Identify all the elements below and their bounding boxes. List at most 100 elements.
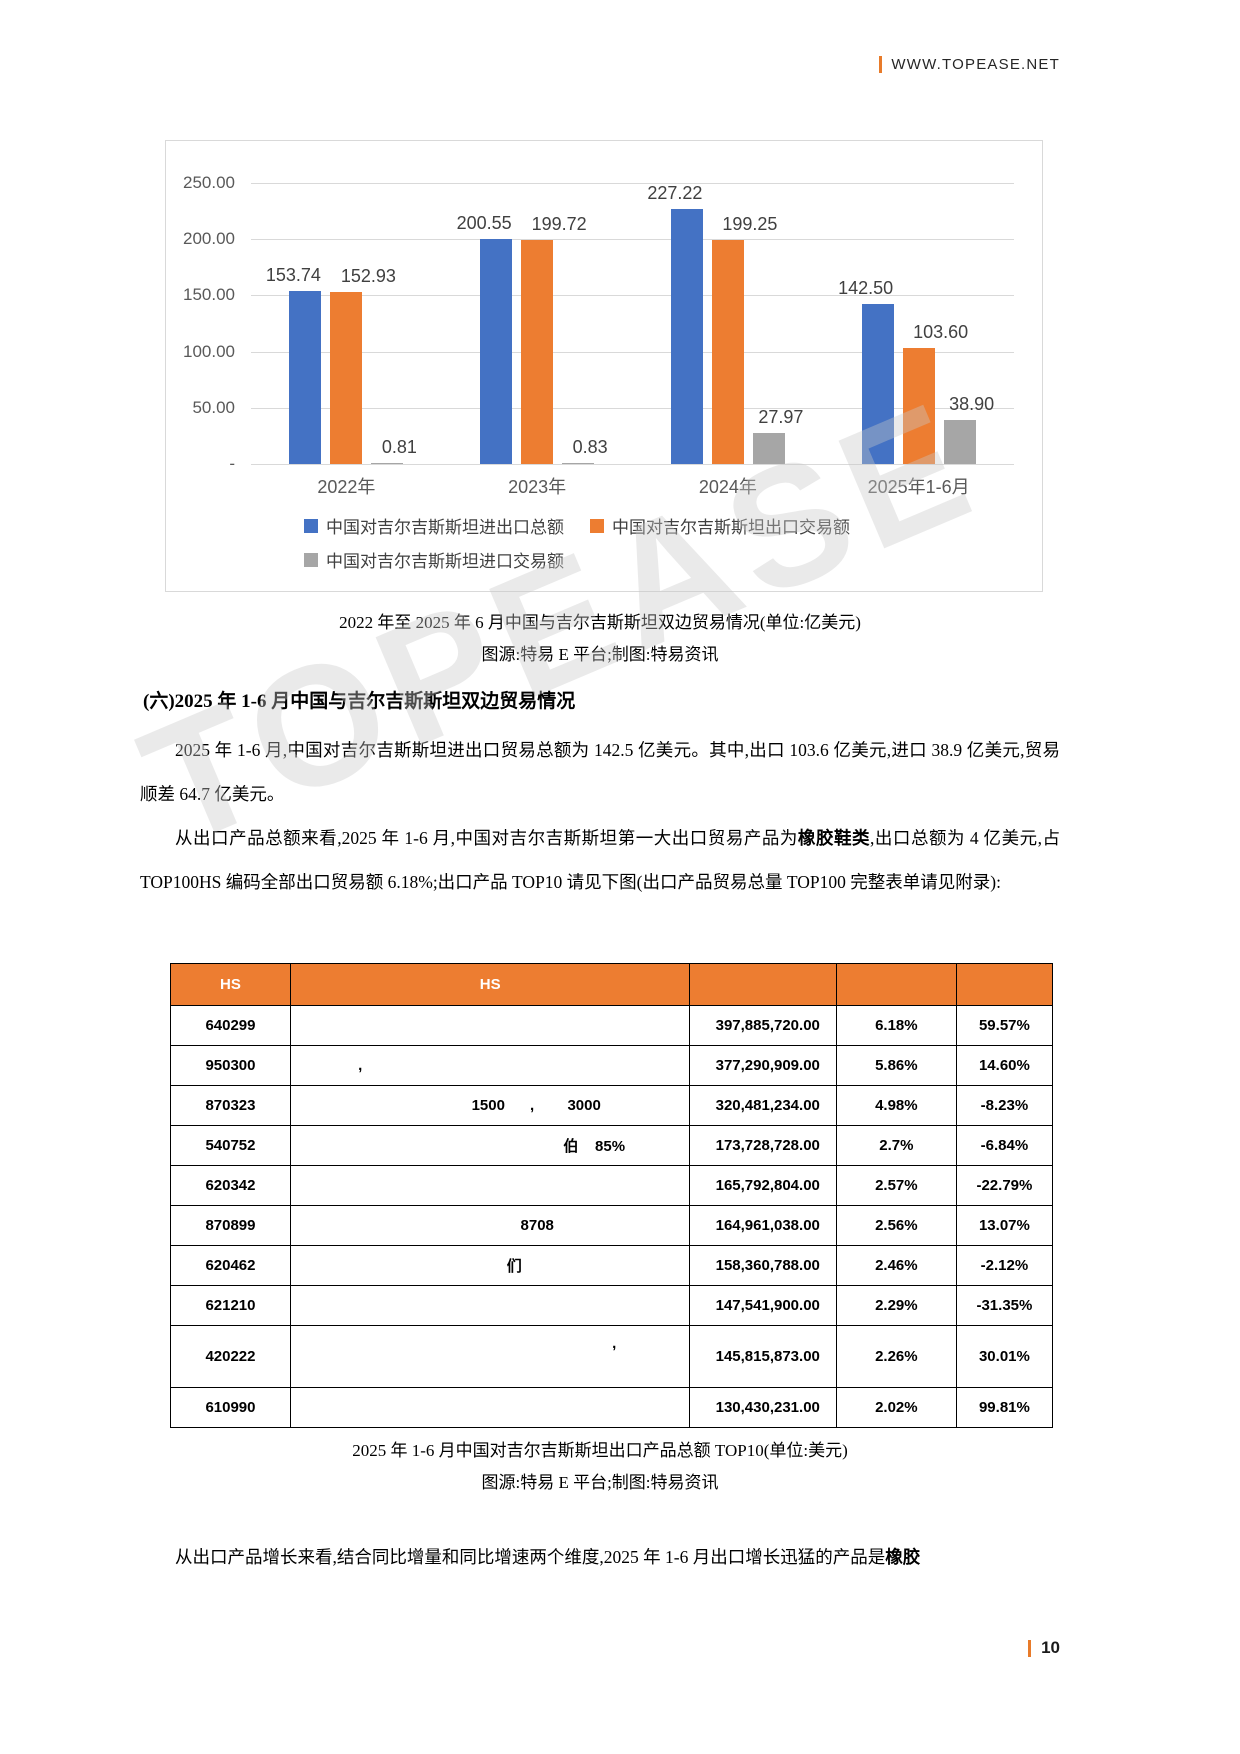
y-tick-label: -: [229, 454, 235, 473]
site-url: WWW.TOPEASE.NET: [891, 56, 1060, 73]
amount: 147,541,900.00: [689, 1285, 837, 1326]
bar-value-label: 227.22: [647, 183, 703, 203]
table-row: 950300 , 377,290,909.00 5.86% 14.60%: [170, 1045, 1054, 1086]
page-number: 10: [1041, 1638, 1060, 1657]
amount: 320,481,234.00: [689, 1085, 837, 1126]
col-header-amount: [689, 963, 837, 1006]
bar-slot: 0.83: [562, 183, 608, 464]
table-caption-source: 图源:特易 E 平台;制图:特易资讯: [481, 1473, 719, 1492]
footer-accent-bar: [1028, 1639, 1032, 1657]
amount: 130,430,231.00: [689, 1387, 837, 1428]
paragraph-1: 2025 年 1-6 月,中国对吉尔吉斯斯坦进出口贸易总额为 142.5 亿美元…: [140, 728, 1060, 816]
paragraph-2-text-after: ,出口总额为 4 亿美元,占 TOP100HS 编码全部出口贸易额 6.18%;…: [140, 828, 1061, 892]
share: 2.56%: [835, 1205, 957, 1246]
section-heading: (六)2025 年 1-6 月中国与吉尔吉斯斯坦双边贸易情况: [143, 691, 576, 712]
amount: 173,728,728.00: [689, 1125, 837, 1166]
legend-label: 中国对吉尔吉斯斯坦进出口总额: [326, 518, 564, 537]
bar-slot: 38.90: [943, 183, 994, 464]
share: 4.98%: [835, 1085, 957, 1126]
bar: [670, 209, 703, 464]
hs-code: 870323: [170, 1085, 291, 1126]
hs-code: 950300: [170, 1045, 291, 1086]
legend-label: 中国对吉尔吉斯斯坦进口交易额: [326, 552, 564, 571]
bar-slot: 103.60: [902, 183, 968, 464]
legend-item: 中国对吉尔吉斯斯坦进出口总额: [304, 513, 564, 538]
bar-slot: 200.55: [457, 183, 513, 464]
paragraph-2-text: 从出口产品总额来看,2025 年 1-6 月,中国对吉尔吉斯斯坦第一大出口贸易产…: [175, 828, 798, 848]
hs-code: 540752: [170, 1125, 291, 1166]
hs-code: 620342: [170, 1165, 291, 1206]
bar: [902, 348, 935, 464]
table-row: 610990 130,430,231.00 2.02% 99.81%: [170, 1387, 1054, 1428]
growth: 30.01%: [955, 1325, 1054, 1388]
bar-value-label: 142.50: [838, 278, 894, 298]
table-row: 420222 , 145,815,873.00 2.26% 30.01%: [170, 1325, 1054, 1388]
table-caption-title: 2025 年 1-6 月中国对吉尔吉斯斯坦出口产品总额 TOP10(单位:美元): [352, 1441, 848, 1460]
growth: 13.07%: [955, 1205, 1054, 1246]
growth: -31.35%: [955, 1285, 1054, 1326]
table-row: 540752 伯 85% 173,728,728.00 2.7% -6.84%: [170, 1125, 1054, 1166]
bar: [861, 304, 894, 464]
hs-desc: 8708: [289, 1205, 691, 1246]
legend-item: 中国对吉尔吉斯斯坦进口交易额: [304, 547, 564, 572]
bar-value-label: 27.97: [758, 407, 804, 427]
table-row: 870323 1500 , 3000 320,481,234.00 4.98% …: [170, 1085, 1054, 1126]
bar-slot: 27.97: [752, 183, 803, 464]
bar-value-label: 38.90: [949, 394, 995, 414]
chart-caption-title: 2022 年至 2025 年 6 月中国与吉尔吉斯斯坦双边贸易情况(单位:亿美元…: [339, 613, 861, 632]
bar: [289, 291, 322, 464]
bar-group: 227.22 199.25 27.97: [633, 183, 824, 464]
y-axis-ticks: 250.00 200.00 150.00 100.00 50.00 -: [166, 173, 241, 473]
site-header: WWW.TOPEASE.NET: [879, 56, 1060, 73]
gridline: [251, 407, 1014, 409]
x-axis-label: 2025年1-6月: [867, 477, 970, 497]
amount: 158,360,788.00: [689, 1245, 837, 1286]
share: 6.18%: [835, 1005, 957, 1046]
bar-value-label: 199.72: [531, 214, 587, 234]
hs-desc: [289, 1165, 691, 1206]
amount: 164,961,038.00: [689, 1205, 837, 1246]
bar-group: 142.50 103.60 38.90: [823, 183, 1014, 464]
paragraph-1-text: 2025 年 1-6 月,中国对吉尔吉斯斯坦进出口贸易总额为 142.5 亿美元…: [140, 740, 1060, 804]
y-tick-label: 50.00: [192, 397, 235, 417]
table-row: 620342 165,792,804.00 2.57% -22.79%: [170, 1165, 1054, 1206]
hs-desc: ,: [289, 1045, 691, 1086]
gridline: [251, 183, 1014, 184]
gridline: [251, 239, 1014, 241]
bar: [752, 433, 785, 464]
chart-plot: 153.74 152.93 0.81 200.55 199.72 0.83 227.22 19…: [251, 183, 1014, 465]
bar-slot: 142.50: [838, 183, 894, 464]
hs-desc-text: 1500 , 3000: [471, 1097, 601, 1114]
hs-code: 620462: [170, 1245, 291, 1286]
bar: [330, 292, 363, 464]
y-tick-label: 150.00: [183, 285, 235, 305]
growth: -2.12%: [955, 1245, 1054, 1286]
table-row: 870899 8708 164,961,038.00 2.56% 13.07%: [170, 1205, 1054, 1246]
y-tick-label: 100.00: [183, 341, 235, 361]
share: 2.57%: [835, 1165, 957, 1206]
y-tick-label: 200.00: [183, 229, 235, 249]
hs-desc: [289, 1285, 691, 1326]
hs-desc-text: ,: [358, 1057, 363, 1074]
share: 2.26%: [835, 1325, 957, 1388]
table-row: 621210 147,541,900.00 2.29% -31.35%: [170, 1285, 1054, 1326]
growth: -22.79%: [955, 1165, 1054, 1206]
hs-desc-text: ,: [612, 1335, 617, 1352]
hs-desc-text: 伯 85%: [563, 1138, 626, 1155]
chart-legend: 中国对吉尔吉斯斯坦进出口总额 中国对吉尔吉斯斯坦出口交易额 中国对吉尔吉斯斯坦进口交…: [304, 513, 904, 572]
bar-value-label: 152.93: [340, 266, 396, 286]
hs-code: 610990: [170, 1387, 291, 1428]
growth: 99.81%: [955, 1387, 1054, 1428]
x-axis-label: 2022年: [317, 477, 376, 497]
table-header-row: HS HS: [170, 963, 1054, 1006]
amount: 145,815,873.00: [689, 1325, 837, 1388]
bar-slot: 152.93: [330, 183, 396, 464]
hs-desc: [289, 1005, 691, 1046]
gridline: [251, 295, 1014, 297]
x-axis-label: 2023年: [508, 477, 567, 497]
x-labels: 2022年 2023年 2024年 2025年1-6月: [251, 473, 1014, 499]
col-header-hs-code: HS: [170, 963, 291, 1006]
hs-code: 420222: [170, 1325, 291, 1388]
hs-desc: [289, 1387, 691, 1428]
col-header-hs-desc: HS: [289, 963, 691, 1006]
